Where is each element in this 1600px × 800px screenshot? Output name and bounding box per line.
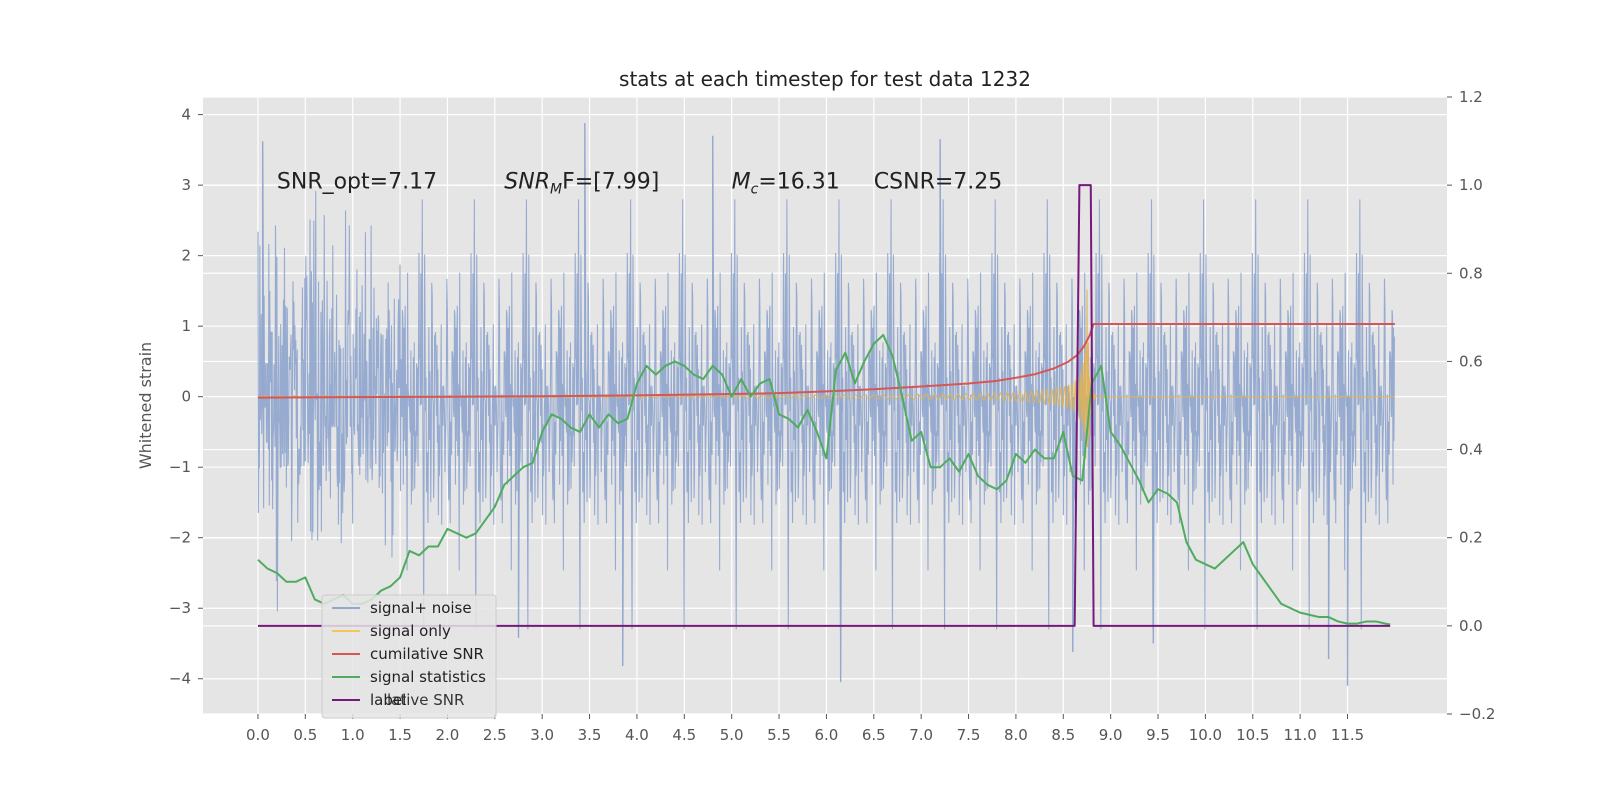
series-lines: [257, 184, 1395, 627]
y2-tick-label: 1.0: [1459, 176, 1483, 194]
y-tick-label: −1: [169, 458, 191, 476]
y-tick-label: 1: [181, 317, 191, 335]
legend-label: signal+ noise: [370, 599, 472, 617]
x-tick-label: 1.5: [388, 726, 412, 744]
signal-noise-spike: [261, 141, 265, 397]
signal-noise-spike: [622, 396, 625, 667]
legend: lative SNR signal+ noise signal only cumila…: [321, 594, 497, 719]
x-tick-label: 5.0: [720, 726, 744, 744]
legend-label: label: [370, 691, 406, 709]
signal-noise-spike: [1346, 396, 1350, 686]
y-tick-label: −4: [169, 670, 191, 688]
y-tick-label: 4: [181, 106, 191, 124]
signal-noise-spike: [839, 396, 843, 683]
x-tick-label: 4.0: [625, 726, 649, 744]
chart-title: stats at each timestep for test data 123…: [619, 67, 1031, 91]
x-tick-label: 4.5: [672, 726, 696, 744]
y2-tick-label: 0.6: [1459, 352, 1483, 370]
signal-noise-spike: [1072, 396, 1075, 652]
y2-tick-label: −0.2: [1459, 705, 1495, 723]
y2-tick-label: 1.2: [1459, 88, 1483, 106]
legend-ghost-text: lative SNR: [387, 691, 464, 709]
x-tick-label: 6.0: [814, 726, 838, 744]
x-tick-label: 7.5: [957, 726, 981, 744]
x-tick-label: 3.0: [530, 726, 554, 744]
legend-label: cumilative SNR: [370, 645, 484, 663]
x-tick-label: 10.5: [1236, 726, 1269, 744]
x-tick-label: 11.5: [1331, 726, 1364, 744]
x-tick-label: 8.5: [1051, 726, 1075, 744]
axes: 0.0 0.5 1.0 1.5 2.0 2.5 3.0 3.5 4.0 4.5 5.0 5.5 6.0 6…: [169, 88, 1496, 744]
x-tick-label: 6.5: [862, 726, 886, 744]
signal-noise-spike: [1152, 396, 1155, 644]
y-tick-label: 3: [181, 176, 191, 194]
x-tick-label: 0.0: [246, 726, 270, 744]
x-tick-label: 9.0: [1099, 726, 1123, 744]
x-tick-label: 9.5: [1146, 726, 1170, 744]
series-line-label: [257, 184, 1391, 627]
y-tick-label: 2: [181, 247, 191, 265]
x-tick-label: 11.0: [1283, 726, 1316, 744]
annotation-text: Mc=16.31: [732, 170, 840, 198]
annotation-text: SNR_opt=7.17: [277, 170, 437, 195]
y-tick-label: 0: [181, 388, 191, 406]
y-tick-label: −2: [169, 529, 191, 547]
series-line-signal-statistics: [257, 333, 1391, 626]
x-tick-label: 3.5: [578, 726, 602, 744]
y-axis-label: Whitened strain: [136, 342, 155, 469]
x-tick-label: 0.5: [293, 726, 317, 744]
x-tick-label: 2.0: [436, 726, 460, 744]
annotation-text: SNRMF=[7.99]: [504, 170, 659, 198]
x-tick-label: 8.0: [1004, 726, 1028, 744]
x-tick-label: 10.0: [1189, 726, 1222, 744]
signal-noise-spike: [712, 135, 715, 397]
annotations: SNR_opt=7.17 SNRMF=[7.99] Mc=16.31 CSNR=7.2…: [277, 170, 1002, 198]
series-line-cumilative-snr: [257, 322, 1395, 399]
signal-noise-spike: [939, 139, 942, 397]
signal-noise-spike: [517, 396, 521, 638]
y2-tick-label: 0.8: [1459, 264, 1483, 282]
y2-tick-label: 0.4: [1459, 441, 1483, 459]
x-tick-label: 1.0: [341, 726, 365, 744]
x-tick-label: 2.5: [483, 726, 507, 744]
legend-box: [321, 594, 497, 719]
legend-label: signal only: [370, 622, 451, 640]
y-tick-label: −3: [169, 599, 191, 617]
signal-noise-spike: [1327, 396, 1331, 660]
x-tick-label: 7.0: [909, 726, 933, 744]
signal-noise-spike: [584, 123, 587, 397]
x-tick-label: 5.5: [767, 726, 791, 744]
y2-tick-label: 0.0: [1459, 617, 1483, 635]
legend-label: signal statistics: [370, 668, 486, 686]
y2-tick-label: 0.2: [1459, 529, 1483, 547]
annotation-text: CSNR=7.25: [874, 170, 1003, 195]
